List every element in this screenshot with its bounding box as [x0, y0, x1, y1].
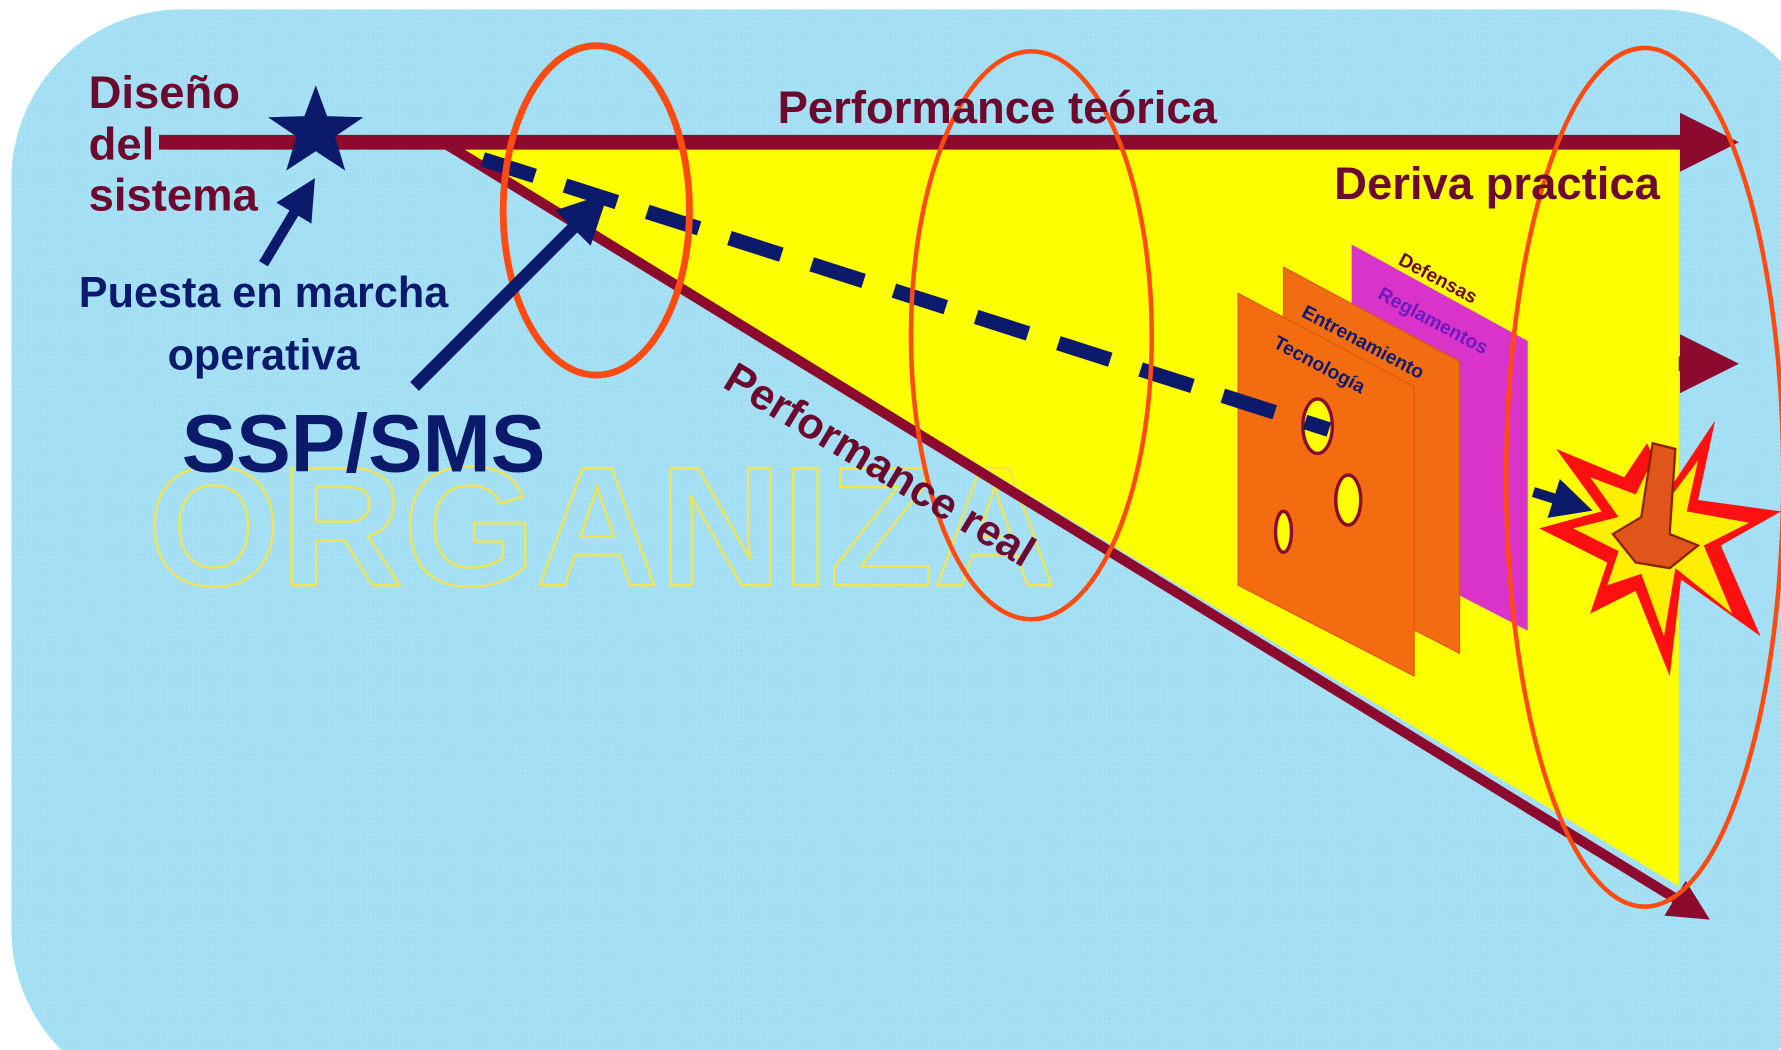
- page: {"design_label": ["Diseño", "del", "sist…: [0, 0, 1781, 1050]
- drift-label: Deriva practica: [1334, 158, 1660, 209]
- ssp-label: SSP/SMS: [182, 399, 546, 490]
- hole: [1336, 475, 1361, 525]
- design-label: Diseño: [89, 67, 240, 118]
- design-label: del: [89, 118, 155, 169]
- launch-label: Puesta en marcha: [79, 269, 449, 317]
- hole: [1276, 511, 1292, 552]
- diagram: ORGANIZA DefensasReglamentosEntrenamient…: [0, 0, 1781, 1050]
- launch-label: operativa: [168, 331, 361, 379]
- theoretical-label: Performance teórica: [778, 82, 1218, 133]
- design-label: sistema: [89, 169, 259, 220]
